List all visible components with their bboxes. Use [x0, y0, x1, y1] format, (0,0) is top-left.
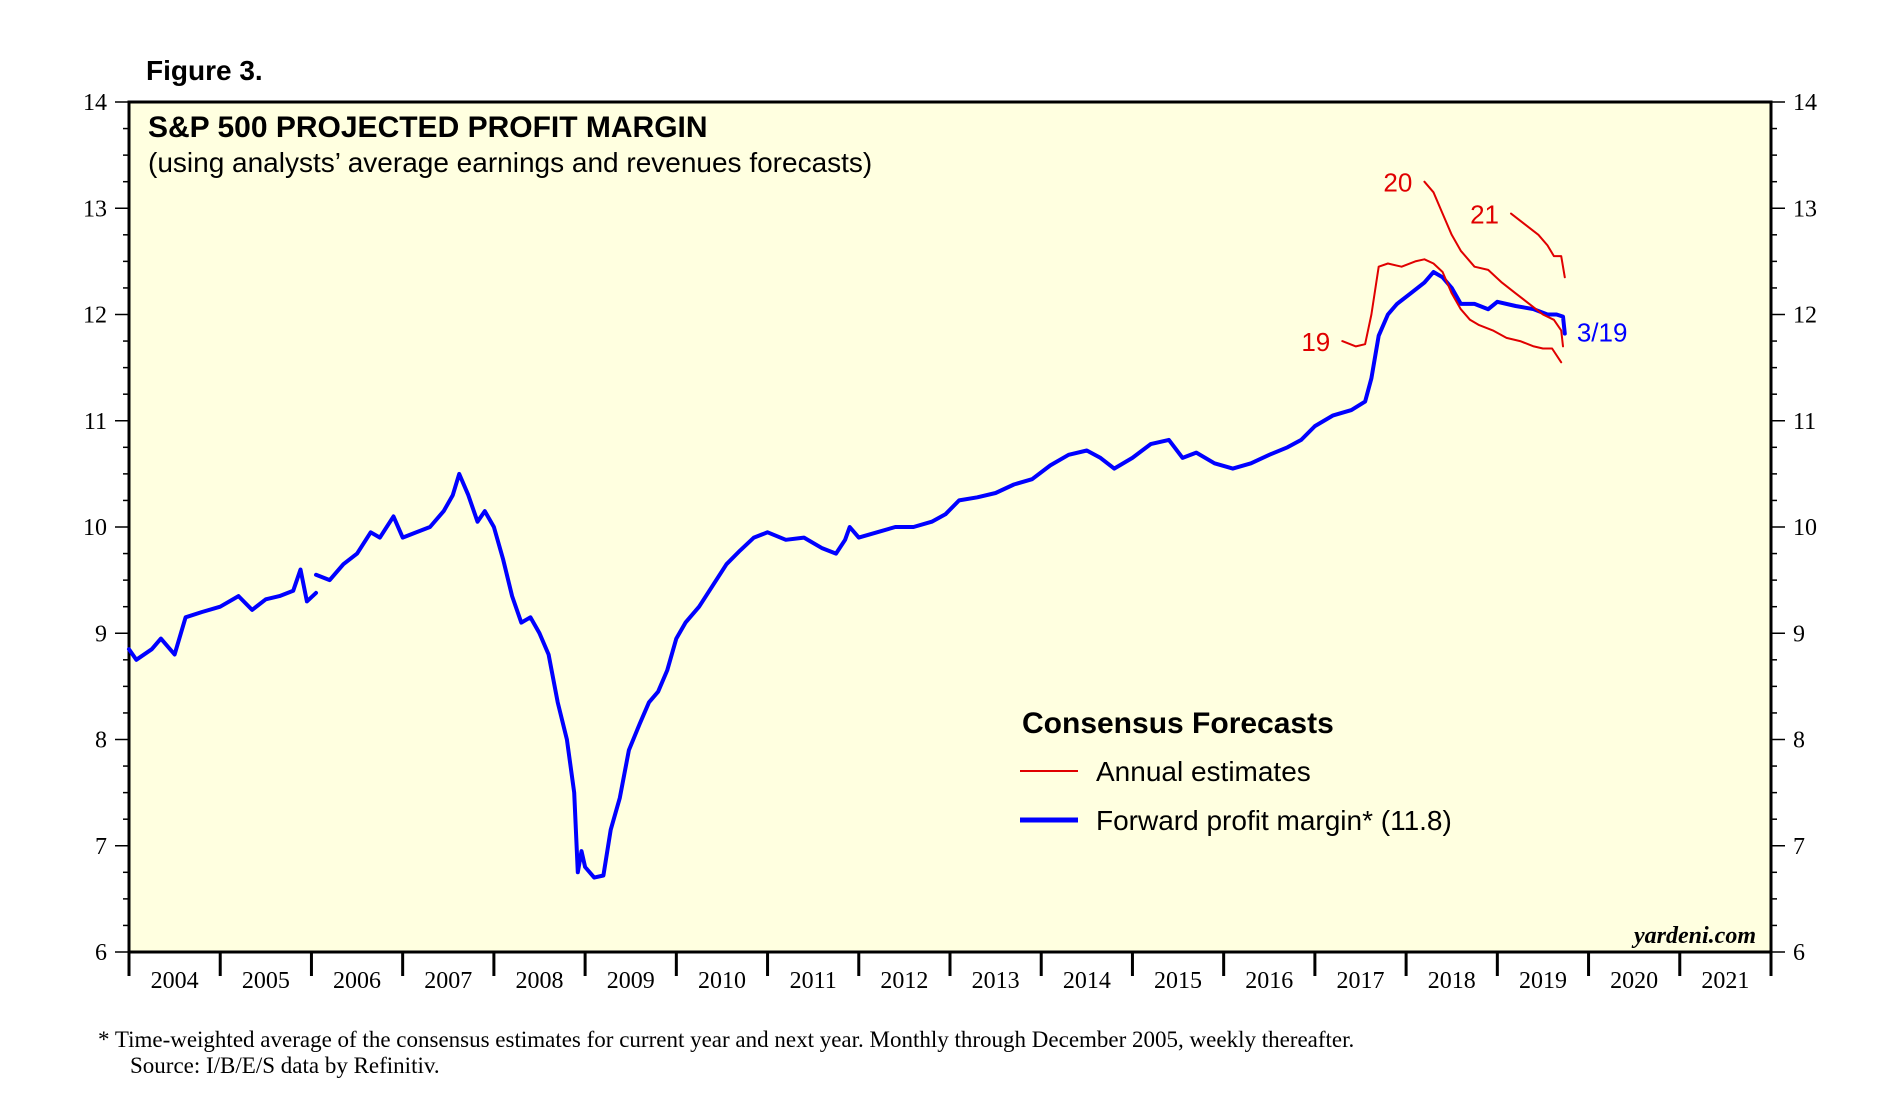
series-line-forward	[127, 567, 318, 662]
x-tick-label: 2021	[1701, 968, 1749, 994]
annual-year-label: 21	[1470, 200, 1499, 230]
y-axis-right: 6 7 8 9 10 11 12 13 14	[1793, 90, 1817, 966]
y-tick-label-left: 11	[84, 409, 107, 435]
chart-subtitle: (using analysts’ average earnings and re…	[148, 147, 872, 178]
annual-year-label: 20	[1383, 168, 1412, 198]
x-tick-label: 2005	[242, 968, 290, 994]
y-tick-label-right: 10	[1793, 515, 1817, 541]
x-tick-label: 2015	[1154, 968, 1202, 994]
axis-ticks	[115, 101, 1785, 976]
x-tick-label: 2019	[1519, 968, 1567, 994]
x-tick-label: 2004	[151, 968, 199, 994]
last-date-label: 3/19	[1577, 318, 1628, 348]
annual-year-label: 19	[1301, 327, 1330, 357]
y-tick-label-left: 13	[83, 196, 107, 222]
figure-label: Figure 3.	[146, 55, 263, 86]
chart-title: S&P 500 PROJECTED PROFIT MARGIN	[148, 111, 708, 144]
legend-title: Consensus Forecasts	[1022, 707, 1334, 740]
series-line-forward	[314, 270, 1567, 880]
footnote-line-2: Source: I/B/E/S data by Refinitiv.	[130, 1053, 440, 1078]
legend-item-forward: Forward profit margin* (11.8)	[1096, 805, 1452, 836]
series-line-annual-19	[1341, 258, 1563, 364]
y-tick-label-right: 9	[1793, 621, 1805, 647]
y-tick-label-left: 9	[95, 621, 107, 647]
x-tick-label: 2017	[1337, 968, 1385, 994]
y-tick-label-right: 11	[1793, 409, 1816, 435]
series-line-annual-20	[1423, 180, 1564, 348]
y-tick-label-right: 14	[1793, 90, 1817, 116]
y-tick-label-left: 6	[95, 940, 107, 966]
x-tick-label: 2008	[516, 968, 564, 994]
plot-area	[127, 100, 1773, 954]
x-tick-label: 2020	[1610, 968, 1658, 994]
series-line-annual-21	[1510, 212, 1566, 279]
y-axis-left: 6 7 8 9 10 11 12 13 14	[83, 90, 107, 966]
x-tick-label: 2007	[424, 968, 472, 994]
x-tick-label: 2018	[1428, 968, 1476, 994]
x-tick-label: 2013	[972, 968, 1020, 994]
series-layer: 3/19 19 20 21	[127, 168, 1628, 880]
legend-item-annual: Annual estimates	[1096, 756, 1311, 787]
x-tick-label: 2011	[790, 968, 837, 994]
y-tick-label-left: 10	[83, 515, 107, 541]
footnote-line-1: * Time-weighted average of the consensus…	[98, 1027, 1354, 1052]
legend: Consensus Forecasts Annual estimates For…	[1020, 707, 1452, 836]
x-tick-label: 2009	[607, 968, 655, 994]
y-tick-label-right: 7	[1793, 834, 1805, 860]
x-tick-label: 2012	[880, 968, 928, 994]
y-tick-label-left: 8	[95, 728, 107, 754]
x-axis: 2004 2005 2006 2007 2008 2009 2010 2011 2012 2013…	[151, 968, 1750, 994]
y-tick-label-left: 7	[95, 834, 107, 860]
x-tick-label: 2010	[698, 968, 746, 994]
y-tick-label-left: 14	[83, 90, 107, 116]
watermark: yardeni.com	[1631, 923, 1756, 949]
y-tick-label-right: 13	[1793, 196, 1817, 222]
x-tick-label: 2014	[1063, 968, 1111, 994]
y-tick-label-left: 12	[83, 303, 107, 329]
x-tick-label: 2006	[333, 968, 381, 994]
x-tick-label: 2016	[1245, 968, 1293, 994]
y-tick-label-right: 6	[1793, 940, 1805, 966]
y-tick-label-right: 8	[1793, 728, 1805, 754]
y-tick-label-right: 12	[1793, 303, 1817, 329]
